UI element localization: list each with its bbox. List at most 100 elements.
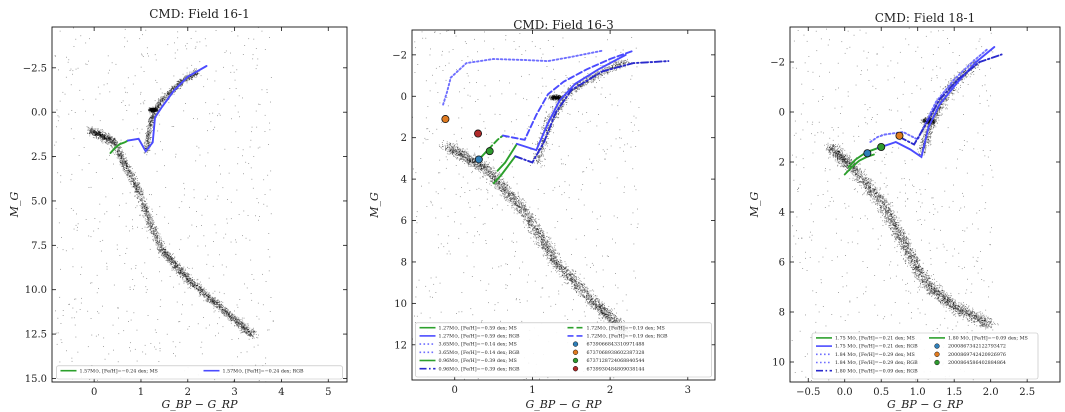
star-point [226, 222, 228, 224]
star-point [147, 144, 149, 146]
star-point [151, 118, 153, 119]
star-point [110, 144, 112, 146]
star-point [90, 129, 92, 130]
star-point [219, 306, 221, 307]
star-point [187, 280, 189, 282]
star-point [181, 273, 183, 274]
star-point [117, 151, 119, 152]
star-point [181, 201, 183, 203]
star-point [163, 98, 165, 100]
star-point [221, 264, 223, 266]
star-point [151, 107, 153, 109]
star-point [222, 326, 224, 328]
star-point [74, 324, 76, 326]
star-point [147, 145, 148, 147]
star-point [101, 136, 102, 138]
star-point [199, 292, 201, 293]
star-point [199, 286, 200, 287]
star-point [120, 151, 122, 153]
star-point [141, 228, 143, 229]
star-point [208, 296, 209, 298]
star-point [199, 61, 201, 63]
star-point [134, 184, 136, 185]
star-point [177, 84, 179, 86]
star-point [151, 107, 153, 109]
star-point [238, 327, 239, 329]
star-point [153, 233, 155, 235]
star-point [245, 332, 247, 334]
star-point [153, 111, 155, 113]
star-point [199, 293, 200, 294]
star-point [161, 247, 162, 249]
star-point [181, 80, 183, 82]
star-point [185, 275, 187, 277]
star-point [125, 161, 127, 163]
star-point [166, 333, 168, 335]
star-point [237, 324, 239, 326]
star-point [186, 72, 188, 74]
star-point [214, 302, 215, 304]
star-point [197, 288, 199, 290]
star-point [115, 63, 117, 65]
star-point [167, 260, 169, 262]
star-point [259, 146, 261, 148]
star-point [216, 306, 218, 308]
star-point [214, 379, 216, 381]
star-point [153, 117, 155, 119]
star-point [166, 250, 168, 252]
star-point [125, 161, 127, 163]
star-point [107, 138, 109, 140]
star-point [207, 78, 208, 80]
star-point [165, 254, 167, 256]
star-point [117, 154, 119, 156]
star-point [148, 217, 150, 219]
star-point [178, 283, 180, 285]
star-point [196, 282, 198, 284]
star-point [214, 301, 216, 303]
star-point [130, 166, 131, 168]
star-point [158, 244, 160, 245]
star-point [161, 104, 162, 106]
star-point [161, 96, 163, 98]
star-point [235, 253, 237, 255]
star-point [99, 136, 101, 137]
star-point [227, 199, 228, 200]
star-point [245, 333, 247, 334]
star-point [137, 113, 139, 115]
star-point [173, 262, 174, 264]
star-point [155, 108, 157, 110]
star-point [125, 162, 127, 164]
star-point [151, 111, 153, 113]
star-point [192, 279, 193, 281]
star-point [135, 189, 137, 191]
star-point [180, 275, 182, 277]
star-point [247, 330, 249, 332]
star-point [105, 142, 106, 144]
star-point [126, 163, 128, 165]
star-point [233, 71, 235, 73]
star-point [206, 298, 208, 300]
star-point [259, 216, 260, 217]
star-point [201, 290, 202, 292]
star-point [147, 134, 149, 136]
star-point [132, 171, 134, 173]
star-point [148, 121, 150, 122]
star-point [155, 239, 157, 240]
star-point [153, 113, 155, 115]
star-point [160, 299, 162, 301]
star-point [173, 88, 175, 90]
star-point [65, 250, 67, 252]
star-point [92, 129, 93, 131]
star-point [152, 114, 154, 115]
star-point [110, 145, 112, 147]
star-point [149, 215, 151, 216]
star-point [237, 321, 239, 323]
star-point [147, 226, 149, 228]
star-point [176, 81, 178, 83]
star-point [154, 108, 156, 110]
star-point [123, 167, 125, 168]
star-point [153, 108, 155, 109]
star-point [235, 319, 236, 321]
star-point [215, 335, 216, 337]
star-point [152, 108, 154, 110]
